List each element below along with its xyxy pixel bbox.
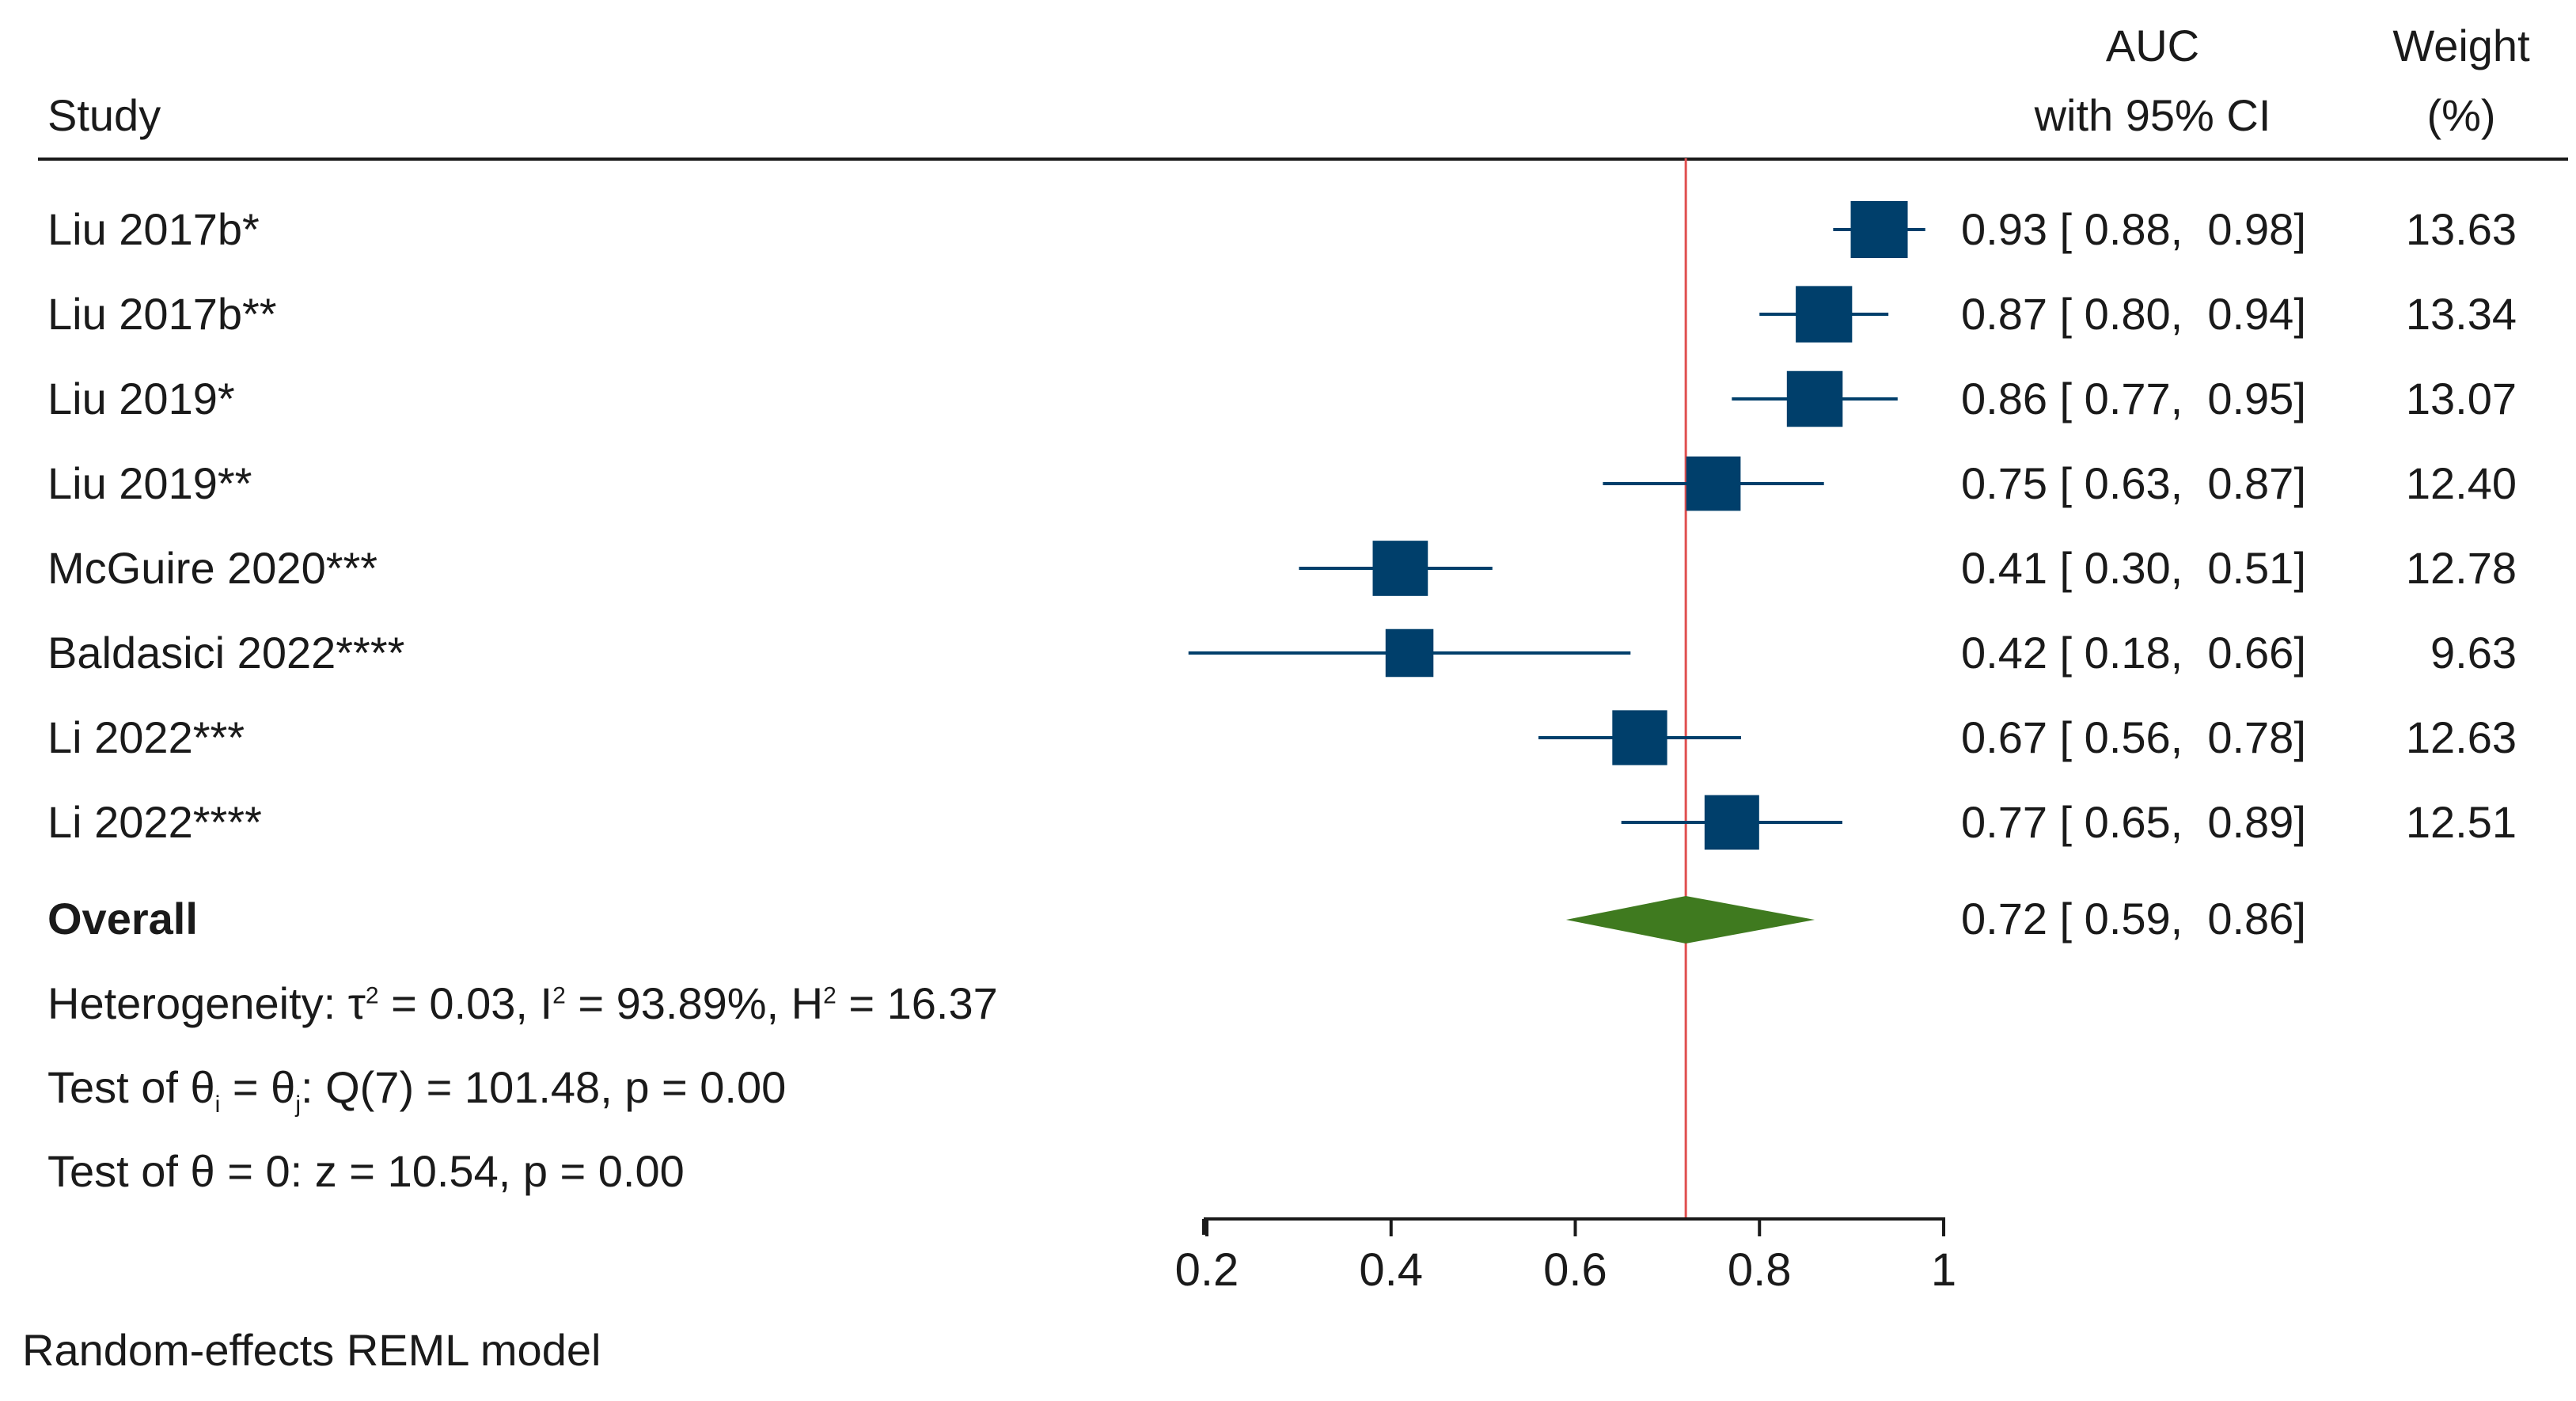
study-weight: 13.07	[2405, 374, 2517, 423]
study-ci-text: 0.93 [ 0.88, 0.98]	[1961, 204, 2306, 254]
effect-marker	[1385, 628, 1434, 678]
test-theta-end: : Q(7) = 101.48, p = 0.00	[300, 1062, 787, 1112]
study-weight: 12.51	[2405, 797, 2517, 847]
study-weight: 13.34	[2405, 289, 2517, 339]
study-ci-text: 0.42 [ 0.18, 0.66]	[1961, 628, 2306, 678]
study-weight: 13.63	[2405, 204, 2517, 254]
auc-header-line1: AUC	[2105, 21, 2200, 70]
x-tick-label: 0.8	[1728, 1244, 1792, 1296]
effect-marker	[1686, 456, 1741, 511]
theta-sub-j: j	[295, 1092, 301, 1118]
heterogeneity-prefix: Heterogeneity: τ	[47, 978, 366, 1028]
study-ci-text: 0.41 [ 0.30, 0.51]	[1961, 543, 2306, 593]
study-label: Baldasici 2022****	[47, 628, 405, 678]
study-ci-text: 0.86 [ 0.77, 0.95]	[1961, 374, 2306, 423]
study-ci-text: 0.77 [ 0.65, 0.89]	[1961, 797, 2306, 847]
heterogeneity-line: Heterogeneity: τ2 = 0.03, I2 = 93.89%, H…	[47, 981, 998, 1026]
study-label: McGuire 2020***	[47, 543, 378, 593]
study-weight: 12.78	[2405, 543, 2517, 593]
study-ci-text: 0.67 [ 0.56, 0.78]	[1961, 712, 2306, 762]
test-theta-equality-line: Test of θi = θj: Q(7) = 101.48, p = 0.00	[47, 1065, 786, 1117]
study-label: Li 2022***	[47, 712, 245, 762]
model-note: Random-effects REML model	[22, 1325, 601, 1375]
heterogeneity-mid2: = 93.89%, H	[565, 978, 824, 1028]
study-ci-text: 0.75 [ 0.63, 0.87]	[1961, 458, 2306, 508]
study-label: Liu 2017b*	[47, 204, 260, 254]
x-tick-label: 0.4	[1359, 1244, 1423, 1296]
auc-header-line2: with 95% CI	[2034, 90, 2271, 140]
overall-label: Overall	[47, 894, 198, 943]
overall-diamond	[1565, 896, 1815, 943]
heterogeneity-end: = 16.37	[836, 978, 998, 1028]
theta-sub-i: i	[214, 1092, 221, 1118]
i-squared-sup: 2	[552, 982, 566, 1009]
study-label: Liu 2019*	[47, 374, 235, 423]
study-label: Liu 2017b**	[47, 289, 277, 339]
study-column-header: Study	[47, 90, 161, 140]
effect-marker	[1786, 370, 1843, 427]
study-label: Li 2022****	[47, 797, 262, 847]
tau-squared-sup: 2	[365, 982, 379, 1009]
study-weight: 12.63	[2405, 712, 2517, 762]
weight-header-line2: (%)	[2426, 90, 2496, 140]
effect-marker	[1372, 541, 1428, 596]
test-theta-prefix: Test of θ	[47, 1062, 215, 1112]
study-ci-text: 0.87 [ 0.80, 0.94]	[1961, 289, 2306, 339]
x-tick-label: 0.2	[1175, 1244, 1239, 1296]
study-weight: 9.63	[2430, 628, 2517, 678]
study-label: Liu 2019**	[47, 458, 252, 508]
test-theta-zero-line: Test of θ = 0: z = 10.54, p = 0.00	[47, 1146, 685, 1196]
effect-marker	[1850, 201, 1908, 258]
effect-marker	[1612, 710, 1667, 765]
effect-marker	[1704, 795, 1759, 850]
x-tick-label: 0.6	[1543, 1244, 1607, 1296]
weight-header-line1: Weight	[2392, 21, 2530, 70]
heterogeneity-mid: = 0.03, I	[378, 978, 553, 1028]
effect-marker	[1796, 286, 1853, 343]
x-tick-label: 1	[1931, 1244, 1956, 1296]
h-squared-sup: 2	[823, 982, 837, 1009]
overall-ci-text: 0.72 [ 0.59, 0.86]	[1961, 894, 2306, 943]
study-weight: 12.40	[2405, 458, 2517, 508]
test-theta-mid: = θ	[220, 1062, 296, 1112]
